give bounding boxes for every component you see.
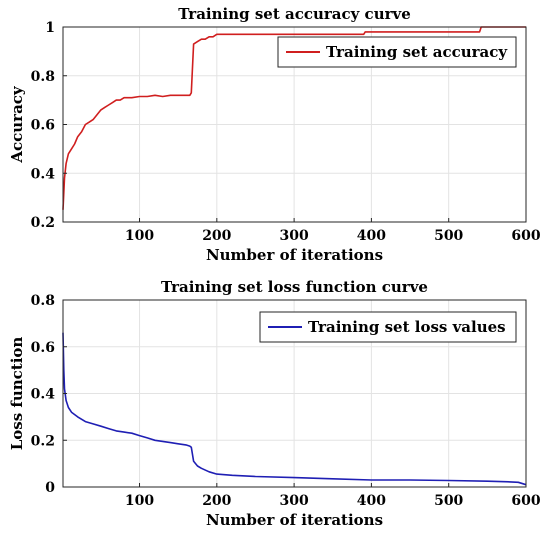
accuracy-x-tick-label: 100 [125, 228, 154, 244]
accuracy-x-tick-label: 400 [357, 228, 386, 244]
loss-legend-label: Training set loss values [308, 318, 506, 336]
accuracy-legend-label: Training set accuracy [326, 43, 508, 61]
loss-legend-box [259, 311, 517, 343]
loss-x-tick-label: 100 [125, 493, 154, 509]
accuracy-y-axis-label: Accuracy [8, 85, 26, 164]
loss-chart-title: Training set loss function curve [161, 278, 428, 296]
loss-y-axis-label: Loss function [8, 337, 26, 451]
accuracy-series-line [62, 26, 526, 210]
accuracy-x-tick-label: 600 [511, 228, 540, 244]
accuracy-x-axis-label: Number of iterations [206, 246, 383, 264]
loss-chart: 100 200 300 400 500 600 0 0.2 0.4 0.6 0.8 Training… [8, 278, 541, 529]
accuracy-chart: 100 200 300 400 500 600 0.2 0.4 0.6 0.8 1 Training… [8, 5, 541, 264]
loss-x-tick-label: 200 [202, 493, 231, 509]
accuracy-y-tick-label: 0.8 [31, 69, 55, 85]
accuracy-x-tick-label: 500 [434, 228, 463, 244]
loss-x-tick-label: 300 [279, 493, 308, 509]
loss-series-line [62, 332, 527, 486]
loss-y-tick-label: 0.2 [31, 433, 55, 449]
loss-x-tick-label: 400 [357, 493, 386, 509]
accuracy-chart-title: Training set accuracy curve [178, 5, 411, 23]
loss-x-tick-label: 600 [511, 493, 540, 509]
accuracy-legend: Training set accuracy [277, 36, 517, 68]
accuracy-y-tick-label: 0.6 [31, 118, 55, 134]
loss-y-tick-label: 0.6 [31, 340, 55, 356]
loss-y-tick-label: 0 [45, 480, 55, 496]
accuracy-y-tick-label: 0.4 [31, 166, 56, 182]
accuracy-y-tick-label: 0.2 [31, 215, 55, 231]
accuracy-x-tick-label: 300 [279, 228, 308, 244]
loss-y-tick-label: 0.4 [31, 387, 56, 403]
accuracy-x-tick-label: 200 [202, 228, 231, 244]
loss-y-tick-label: 0.8 [31, 293, 55, 309]
accuracy-y-tick-label: 1 [45, 20, 55, 36]
loss-x-axis-label: Number of iterations [206, 511, 383, 529]
loss-x-tick-label: 500 [434, 493, 463, 509]
loss-legend: Training set loss values [259, 311, 517, 343]
